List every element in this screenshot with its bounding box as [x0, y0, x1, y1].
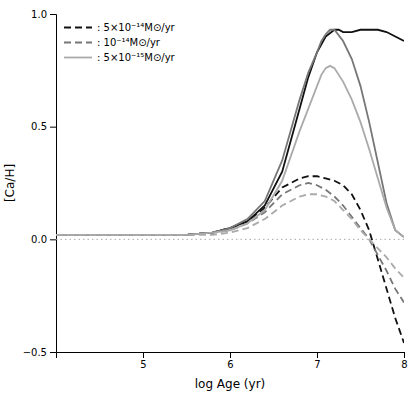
series-line — [56, 183, 404, 302]
tick: 1.0 — [31, 9, 56, 20]
tick-label: 8 — [401, 359, 407, 370]
tick-label: −0.5 — [23, 347, 47, 358]
chart-container: 5 6 7 8 −0.5 0.0 0.5 1.0 log Age (yr) [Ca/H] : 5×1… — [0, 0, 420, 398]
legend-label: : 10⁻¹⁴M⊙/yr — [97, 37, 161, 48]
tick-label: 1.0 — [31, 9, 47, 20]
legend-label: : 5×10⁻¹⁵M⊙/yr — [97, 52, 176, 63]
tick: −0.5 — [23, 347, 56, 358]
marks — [56, 30, 404, 343]
tick-mark — [50, 239, 56, 240]
legend-entry: : 10⁻¹⁴M⊙/yr — [64, 37, 161, 48]
series-line — [56, 30, 404, 237]
tick-mark — [230, 352, 231, 358]
chart: 5 6 7 8 −0.5 0.0 0.5 1.0 log Age (yr) [Ca/H] : 5×1… — [0, 0, 420, 398]
tick-label: 7 — [314, 359, 320, 370]
tick-label: 0.0 — [31, 234, 47, 245]
x-axis-title: log Age (yr) — [195, 377, 266, 391]
legend-entry: : 5×10⁻¹⁵M⊙/yr — [64, 52, 176, 63]
tick: 0.5 — [31, 121, 56, 132]
legend-swatch — [64, 57, 92, 59]
x-axis: 5 6 7 8 — [57, 352, 408, 370]
legend: : 5×10⁻¹⁴M⊙/yr : 10⁻¹⁴M⊙/yr : 5×10⁻¹⁵M⊙/yr — [64, 22, 176, 63]
series-line — [56, 194, 404, 277]
tick-mark — [404, 352, 405, 358]
tick: 0.0 — [31, 234, 56, 245]
plot: 5 6 7 8 −0.5 0.0 0.5 1.0 log Age (yr) [Ca/H] : 5×1… — [3, 9, 408, 391]
tick-mark — [50, 14, 56, 15]
reference-line — [56, 239, 404, 240]
legend-swatch — [64, 42, 92, 44]
legend-swatch — [64, 27, 92, 29]
axis-line — [50, 15, 57, 353]
tick-mark — [317, 352, 318, 358]
tick-mark — [50, 352, 56, 353]
tick: 8 — [401, 352, 407, 370]
axis-line — [57, 353, 405, 359]
tick-label: 6 — [227, 359, 233, 370]
tick-label: 5 — [140, 359, 146, 370]
legend-label: : 5×10⁻¹⁴M⊙/yr — [97, 22, 176, 33]
tick-label: 0.5 — [31, 121, 47, 132]
series-line — [56, 66, 404, 237]
series-line — [56, 176, 404, 343]
tick: 6 — [227, 352, 233, 370]
y-axis-title: [Ca/H] — [3, 164, 17, 202]
tick-mark — [143, 352, 144, 358]
tick: 7 — [314, 352, 320, 370]
tick-mark — [50, 127, 56, 128]
tick: 5 — [140, 352, 146, 370]
legend-entry: : 5×10⁻¹⁴M⊙/yr — [64, 22, 176, 33]
y-axis: −0.5 0.0 0.5 1.0 — [23, 9, 57, 358]
